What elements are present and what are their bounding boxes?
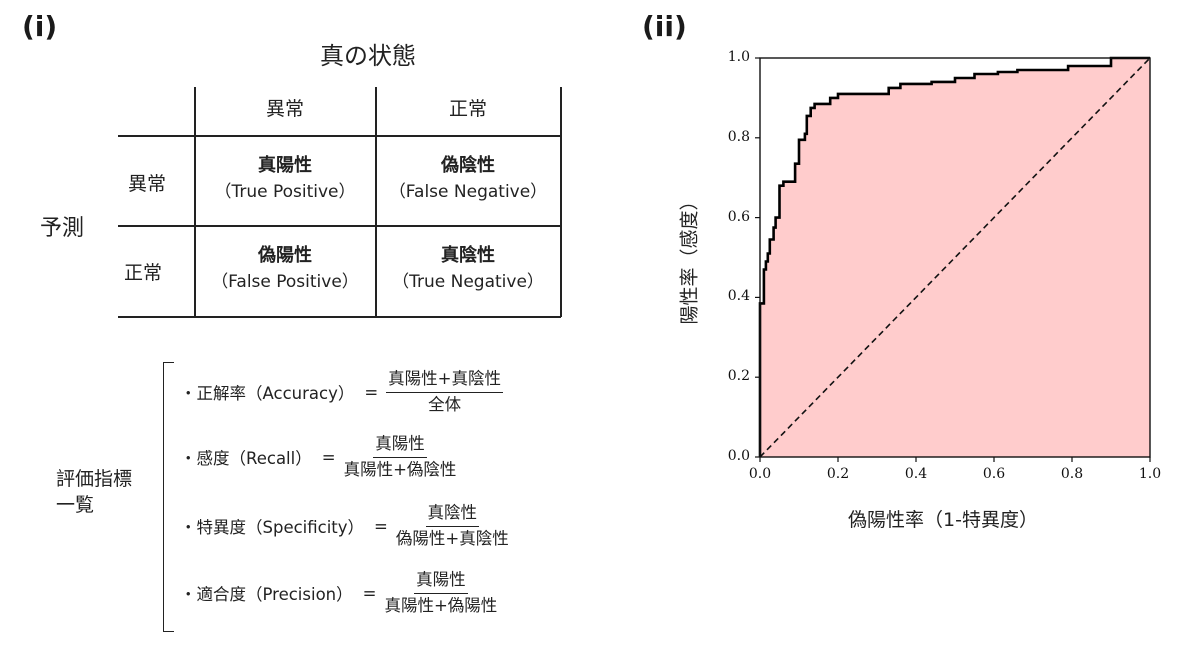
x-tick-label: 0.0: [748, 466, 772, 482]
cell-jp: 偽陽性: [258, 245, 312, 266]
cell-jp: 真陽性: [258, 155, 312, 176]
y-tick-label: 0.2: [727, 368, 750, 385]
metric-specificity: ・特異度（Specificity） = 真陰性 偽陽性+真陰性: [180, 502, 509, 550]
numerator: 真陽性+真陰性: [386, 368, 503, 393]
metric-precision: ・適合度（Precision） = 真陽性 真陽性+偽陽性: [180, 569, 497, 617]
cell-jp: 真陰性: [441, 245, 495, 266]
denominator: 真陽性+偽陰性: [343, 460, 457, 479]
denominator: 真陽性+偽陽性: [384, 596, 498, 615]
row-header-normal: 正常: [124, 262, 163, 284]
cell-true-positive: 真陽性 （True Positive）: [195, 153, 375, 205]
col-header-abnormal: 異常: [265, 98, 304, 120]
metrics-group-label-line1: 評価指標: [56, 468, 133, 490]
metric-name: ・特異度（Specificity）: [180, 518, 365, 537]
y-tick-label: 0.6: [727, 208, 750, 225]
x-tick-label: 1.0: [1138, 466, 1162, 482]
prediction-label: 予測: [40, 216, 85, 241]
fraction: 真陽性 真陽性+偽陰性: [344, 433, 457, 481]
grid-line: [375, 87, 377, 317]
row-header-abnormal: 異常: [128, 173, 167, 195]
axis-ticks: [755, 57, 1151, 462]
numerator: 真陽性: [414, 569, 468, 594]
cell-false-positive: 偽陽性 （False Positive）: [195, 243, 375, 295]
col-header-normal: 正常: [448, 98, 487, 120]
y-tick-label: 0.8: [727, 128, 750, 145]
metric-name: ・適合度（Precision）: [180, 585, 353, 604]
diagonal-reference-line: [759, 57, 1151, 458]
denominator: 偽陽性+真陰性: [395, 529, 509, 548]
fraction: 真陰性 偽陽性+真陰性: [396, 502, 509, 550]
grid-line: [118, 316, 561, 318]
metrics-group-label: 評価指標 一覧: [56, 466, 132, 518]
metric-name: ・正解率（Accuracy）: [180, 384, 355, 403]
panel-label-i: (i): [22, 10, 58, 43]
equals-sign: =: [364, 382, 379, 402]
roc-area: [760, 58, 1150, 457]
cell-en: （False Positive）: [211, 272, 359, 292]
metric-accuracy: ・正解率（Accuracy） = 真陽性+真陰性 全体: [180, 368, 503, 416]
cell-true-negative: 真陰性 （True Negative）: [376, 243, 560, 295]
panel-label-ii: (ii): [642, 10, 687, 43]
grid-line: [118, 225, 561, 227]
grid-line: [118, 135, 561, 137]
x-tick-label: 0.4: [904, 466, 928, 482]
metric-name: ・感度（Recall）: [180, 449, 312, 468]
roc-curve: [758, 56, 1150, 457]
cell-en: （True Negative）: [392, 272, 544, 292]
numerator: 真陰性: [425, 502, 480, 527]
fraction: 真陽性+真陰性 全体: [386, 368, 503, 416]
grid-line: [194, 87, 196, 317]
x-tick-label: 0.8: [1060, 466, 1084, 482]
y-tick-label: 1.0: [727, 49, 750, 65]
x-axis-label: 偽陽性率（1-特異度）: [848, 509, 1038, 531]
equals-sign: =: [374, 516, 388, 536]
y-axis-label: 陽性率（感度）: [678, 191, 701, 325]
y-tick-label: 0.0: [727, 448, 750, 464]
denominator: 全体: [428, 395, 462, 414]
true-state-title: 真の状態: [320, 42, 416, 70]
grid-line: [560, 87, 562, 317]
y-tick-label: 0.4: [727, 288, 750, 305]
cell-en: （True Positive）: [214, 182, 356, 202]
fraction: 真陽性 真陽性+偽陽性: [384, 569, 497, 617]
plot-frame: [759, 57, 1151, 458]
metric-recall: ・感度（Recall） = 真陽性 真陽性+偽陰性: [180, 433, 456, 481]
metrics-group-label-line2: 一覧: [56, 494, 95, 516]
equals-sign: =: [362, 583, 377, 603]
equals-sign: =: [321, 447, 336, 467]
numerator: 真陽性: [373, 433, 427, 458]
cell-false-negative: 偽陰性 （False Negative）: [376, 153, 560, 205]
bracket: [163, 362, 174, 632]
cell-en: （False Negative）: [388, 182, 548, 202]
cell-jp: 偽陰性: [441, 155, 495, 176]
x-tick-label: 0.2: [826, 466, 850, 482]
x-tick-label: 0.6: [982, 466, 1006, 482]
